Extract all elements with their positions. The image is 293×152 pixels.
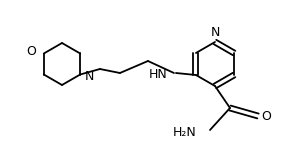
Text: O: O (261, 109, 271, 123)
Text: N: N (85, 70, 95, 83)
Text: H₂N: H₂N (172, 126, 196, 140)
Text: O: O (26, 45, 36, 58)
Text: HN: HN (149, 69, 168, 81)
Text: N: N (210, 26, 220, 40)
